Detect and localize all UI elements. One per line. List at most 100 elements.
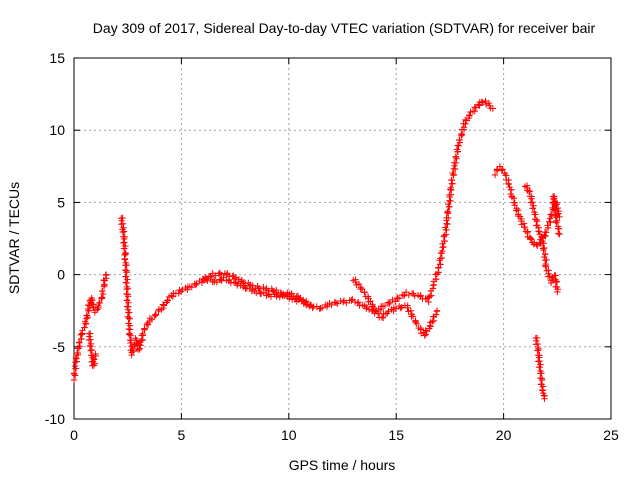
data-point bbox=[541, 250, 549, 258]
data-point bbox=[124, 276, 131, 283]
data-point bbox=[433, 307, 441, 314]
data-point bbox=[444, 208, 452, 215]
data-point bbox=[137, 342, 144, 349]
data-point bbox=[76, 339, 83, 346]
data-point bbox=[90, 356, 98, 363]
data-point bbox=[422, 327, 429, 334]
data-point bbox=[442, 224, 449, 231]
data-point bbox=[482, 97, 489, 105]
data-point bbox=[429, 282, 437, 289]
data-point bbox=[542, 263, 550, 270]
data-point bbox=[123, 269, 130, 276]
data-point bbox=[125, 314, 133, 322]
x-tick-label: 25 bbox=[603, 427, 619, 443]
y-axis-label: SDTVAR / TECUs bbox=[6, 182, 22, 294]
data-point bbox=[429, 318, 436, 325]
data-point bbox=[141, 325, 148, 332]
data-point bbox=[148, 316, 156, 323]
data-point bbox=[126, 315, 133, 323]
data-point bbox=[554, 288, 561, 296]
data-point bbox=[529, 205, 536, 212]
data-point bbox=[553, 219, 560, 226]
data-point bbox=[453, 146, 461, 153]
data-point bbox=[99, 287, 106, 295]
data-point bbox=[405, 291, 413, 299]
data-point bbox=[88, 296, 95, 303]
data-point bbox=[307, 301, 314, 309]
data-point bbox=[441, 237, 448, 245]
data-point bbox=[238, 276, 246, 284]
data-point bbox=[135, 341, 143, 348]
data-point bbox=[78, 335, 85, 343]
data-point bbox=[361, 289, 368, 296]
data-point bbox=[447, 186, 454, 193]
data-point bbox=[124, 285, 132, 292]
data-point bbox=[444, 220, 451, 228]
data-point bbox=[94, 306, 101, 313]
data-point bbox=[445, 203, 453, 211]
data-point bbox=[444, 209, 451, 216]
data-point bbox=[449, 169, 456, 177]
data-point bbox=[479, 99, 486, 106]
data-point bbox=[478, 98, 485, 105]
data-point bbox=[119, 214, 126, 222]
data-point bbox=[450, 171, 457, 178]
data-point bbox=[119, 228, 127, 236]
data-point bbox=[120, 228, 128, 235]
data-point bbox=[543, 229, 550, 236]
data-point bbox=[528, 195, 535, 202]
ticks: 0 5 10 15 20 25 -10 -5 0 5 10 15 bbox=[45, 50, 619, 443]
data-point bbox=[527, 235, 535, 242]
data-point bbox=[125, 309, 132, 316]
data-point bbox=[99, 290, 107, 298]
data-point bbox=[529, 198, 536, 206]
data-point bbox=[538, 386, 546, 394]
chart-title: Day 309 of 2017, Sidereal Day-to-day VTE… bbox=[93, 20, 596, 36]
data-point bbox=[551, 198, 558, 206]
data-point bbox=[552, 278, 560, 286]
data-point bbox=[334, 300, 341, 307]
data-point bbox=[551, 207, 558, 214]
data-point bbox=[421, 332, 428, 339]
data-point bbox=[152, 311, 160, 319]
data-point bbox=[556, 230, 563, 238]
data-point bbox=[122, 250, 129, 258]
data-point bbox=[378, 314, 386, 321]
data-point bbox=[103, 271, 110, 278]
data-point bbox=[273, 293, 280, 300]
y-tick-label: -10 bbox=[45, 411, 65, 427]
data-point bbox=[352, 278, 359, 286]
data-point bbox=[73, 355, 80, 362]
data-point bbox=[374, 309, 382, 317]
data-point bbox=[240, 282, 248, 289]
data-point bbox=[491, 171, 499, 179]
data-point bbox=[535, 228, 543, 235]
data-point bbox=[510, 199, 518, 206]
data-point bbox=[412, 319, 419, 326]
data-point bbox=[458, 130, 465, 138]
x-tick-label: 15 bbox=[388, 427, 404, 443]
data-point bbox=[471, 103, 478, 111]
data-point bbox=[541, 395, 548, 402]
data-point bbox=[151, 312, 158, 320]
data-point bbox=[498, 167, 505, 174]
data-point bbox=[81, 318, 89, 325]
data-point bbox=[188, 284, 195, 291]
data-point bbox=[159, 301, 167, 308]
data-point bbox=[136, 345, 144, 352]
x-tick-label: 10 bbox=[281, 427, 297, 443]
data-point bbox=[466, 112, 473, 120]
data-point bbox=[122, 279, 130, 286]
data-point bbox=[544, 222, 551, 229]
data-point bbox=[135, 346, 143, 354]
data-point bbox=[489, 105, 497, 112]
y-tick-label: 5 bbox=[57, 194, 65, 210]
data-point bbox=[70, 370, 78, 377]
data-point bbox=[482, 100, 490, 108]
data-point bbox=[81, 324, 88, 331]
data-point bbox=[448, 176, 456, 184]
data-point bbox=[367, 297, 374, 305]
data-point bbox=[496, 163, 504, 170]
data-point bbox=[536, 363, 543, 371]
data-point bbox=[426, 322, 433, 329]
